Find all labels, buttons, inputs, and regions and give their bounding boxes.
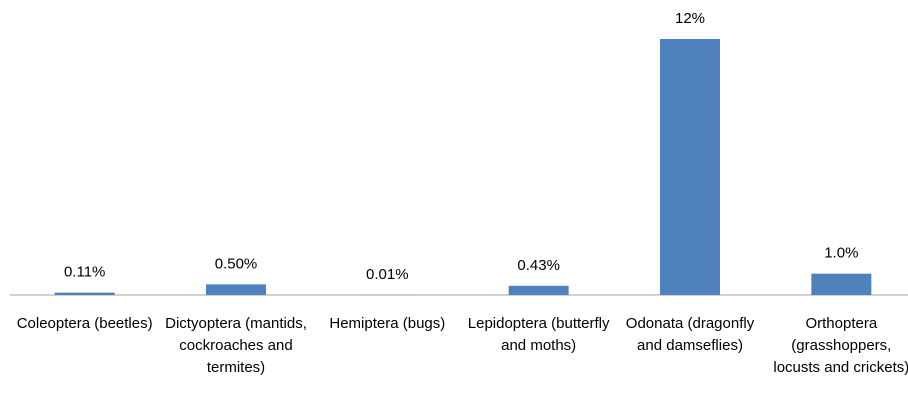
x-tick-label: Coleoptera (beetles) [16,315,153,332]
x-tick-label: Dictyoptera (mantids, cockroaches and te… [165,315,307,376]
data-label: 12% [675,10,705,27]
data-label: 0.50% [215,255,258,272]
bar [508,285,569,295]
data-label: 0.11% [64,264,105,281]
bar [54,292,115,295]
x-tick-label: Orthoptera (grasshoppers, locusts and cr… [773,315,908,376]
x-tick-label: Odonata (dragonfly and damseflies) [625,315,755,354]
x-tick-label: Hemiptera (bugs) [329,315,446,332]
bar [811,273,872,295]
bar [206,284,266,295]
data-label: 0.01% [366,266,409,283]
data-label: 0.43% [517,257,560,274]
data-label: 1.0% [824,245,858,262]
x-tick-label: Lepidoptera (butterfly and moths) [467,315,610,354]
bar [660,39,720,295]
